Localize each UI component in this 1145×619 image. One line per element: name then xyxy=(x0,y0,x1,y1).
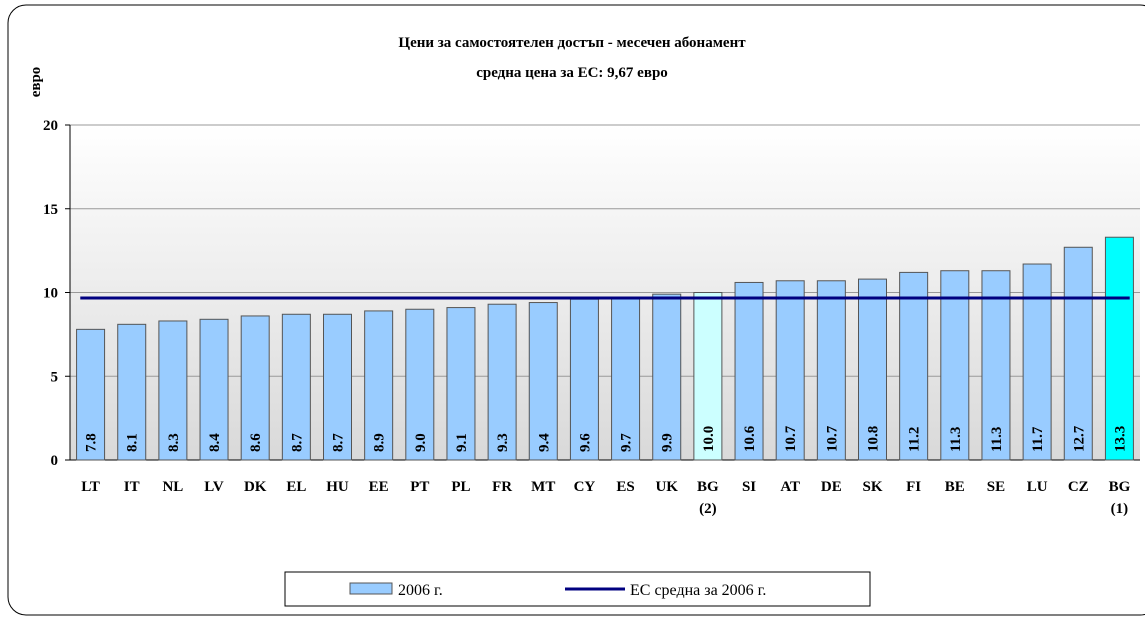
bar xyxy=(693,292,723,461)
x-tick-label: SI xyxy=(741,479,757,495)
y-tick-label: 0 xyxy=(51,453,59,469)
bar xyxy=(364,310,394,461)
bar xyxy=(899,271,929,461)
bar xyxy=(775,280,805,461)
x-tick-label: FR xyxy=(492,479,513,495)
x-tick-label: SE xyxy=(986,479,1006,495)
bar-value-label: 11.3 xyxy=(948,427,964,452)
bar-value-label: 8.6 xyxy=(248,433,264,452)
x-tick-label: IT xyxy=(123,479,140,495)
x-tick-label: PT xyxy=(410,479,430,495)
x-tick-label: PL xyxy=(451,479,471,495)
x-tick-label: CZ xyxy=(1067,479,1089,495)
bar xyxy=(117,323,147,461)
bar-value-label: 9.6 xyxy=(577,433,593,452)
x-tick-label: DK xyxy=(243,479,267,495)
x-tick-label: HU xyxy=(326,479,349,495)
bar-value-label: 10.7 xyxy=(824,425,840,452)
x-tick-label: CY xyxy=(573,479,596,495)
bar-value-label: 9.1 xyxy=(454,433,470,452)
y-axis-label: евро xyxy=(28,67,44,98)
y-tick-label: 15 xyxy=(43,202,58,218)
bar-value-label: 13.3 xyxy=(1112,426,1128,452)
x-tick-label: BG (2) xyxy=(697,479,719,517)
x-tick-label: BG (1) xyxy=(1108,479,1131,517)
bar xyxy=(281,313,311,461)
bar xyxy=(446,307,476,461)
bar-value-label: 9.0 xyxy=(413,433,429,452)
x-tick-label: SK xyxy=(862,479,883,495)
y-tick-label: 20 xyxy=(43,118,58,134)
x-tick-label: UK xyxy=(655,479,678,495)
bar xyxy=(734,281,764,461)
bar xyxy=(1063,246,1093,461)
bar-value-label: 8.7 xyxy=(331,433,347,452)
x-tick-label: AT xyxy=(780,479,801,495)
bar-value-label: 11.2 xyxy=(907,427,923,452)
bar-value-label: 11.3 xyxy=(989,427,1005,452)
bar-value-label: 8.9 xyxy=(372,433,388,452)
chart-title: Цени за самостоятелен достъп - месечен а… xyxy=(398,35,746,51)
bar-value-label: 9.7 xyxy=(619,433,635,452)
x-tick-label: MT xyxy=(531,479,556,495)
bar xyxy=(981,270,1011,461)
bar xyxy=(569,298,599,461)
legend-swatch xyxy=(349,582,393,595)
bar-value-label: 9.3 xyxy=(495,433,511,452)
y-tick-label: 5 xyxy=(51,369,59,385)
bar xyxy=(240,315,270,461)
bar xyxy=(652,293,682,461)
bar xyxy=(1104,236,1134,461)
bar-value-label: 8.4 xyxy=(207,433,223,452)
x-tick-label: BE xyxy=(944,479,965,495)
frame xyxy=(7,4,1145,616)
bar xyxy=(405,308,435,461)
bar-value-label: 9.4 xyxy=(536,433,552,452)
bar-value-label: 10.0 xyxy=(701,426,717,452)
bar xyxy=(858,278,887,461)
chart-subtitle: средна цена за ЕС: 9,67 евро xyxy=(476,65,668,81)
bar-value-label: 9.9 xyxy=(660,433,676,452)
x-tick-label: EE xyxy=(368,479,389,495)
bar-value-label: 8.1 xyxy=(125,433,141,452)
bar xyxy=(528,302,558,461)
bar xyxy=(816,280,846,461)
bar-value-label: 10.6 xyxy=(742,425,758,452)
bar xyxy=(158,320,188,461)
bar xyxy=(940,270,970,461)
bar xyxy=(199,318,229,461)
x-tick-label: LV xyxy=(204,479,224,495)
bar-value-label: 8.3 xyxy=(166,433,182,452)
y-tick-label: 10 xyxy=(43,286,58,302)
x-tick-label: LT xyxy=(81,479,100,495)
x-tick-label: LU xyxy=(1026,479,1048,495)
x-tick-label: EL xyxy=(286,479,307,495)
bar-value-label: 11.7 xyxy=(1030,426,1046,452)
legend-label: ЕС средна за 2006 г. xyxy=(630,582,766,599)
legend-label: 2006 г. xyxy=(398,582,443,599)
bar-value-label: 7.8 xyxy=(84,433,100,452)
bar xyxy=(323,313,352,461)
x-tick-label: NL xyxy=(162,479,184,495)
x-tick-label: ES xyxy=(616,479,635,495)
bar-value-label: 8.7 xyxy=(289,433,305,452)
bar-value-label: 12.7 xyxy=(1071,425,1087,452)
bar-value-label: 10.7 xyxy=(783,425,799,452)
x-tick-label: FI xyxy=(906,479,922,495)
x-tick-label: DE xyxy=(820,479,842,495)
bar xyxy=(611,297,641,461)
bar xyxy=(487,303,517,461)
bar xyxy=(76,328,106,461)
bar-value-label: 10.8 xyxy=(866,426,882,452)
